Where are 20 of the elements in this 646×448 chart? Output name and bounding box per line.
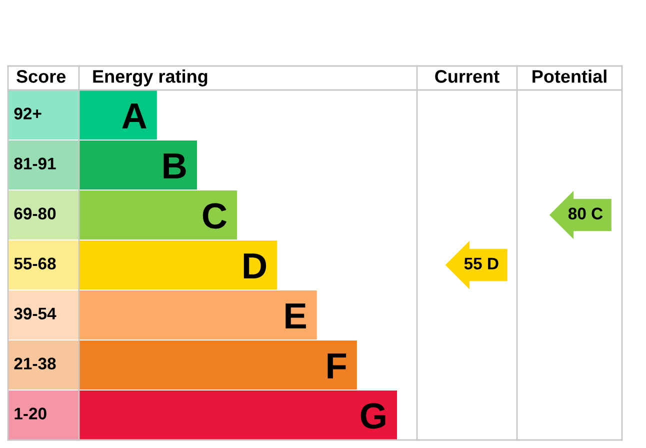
- text: 69-80: [14, 208, 56, 220]
- text: Potential: [532, 70, 606, 83]
- y-tick-label: E: [286, 303, 306, 328]
- text: 21-38: [14, 358, 56, 370]
- text: Current: [435, 70, 500, 83]
- text: 92+: [14, 108, 42, 120]
- y-tick-label: A: [122, 103, 146, 128]
- y-axis-title: Score: [16, 70, 66, 83]
- text: 80 C: [568, 208, 603, 220]
- text: 55-68: [14, 258, 56, 270]
- text: 1-20: [14, 408, 46, 420]
- text: 55 D: [464, 258, 498, 270]
- y-tick-label: F: [328, 353, 346, 378]
- text: 81-91: [14, 158, 56, 170]
- text: 39-54: [14, 308, 56, 320]
- y-tick-label: G: [360, 403, 386, 429]
- y-tick-label: D: [244, 253, 266, 278]
- y-tick-label: B: [164, 153, 186, 178]
- y-tick-label: C: [202, 203, 227, 229]
- x-axis-title: Energy rating: [93, 70, 208, 86]
